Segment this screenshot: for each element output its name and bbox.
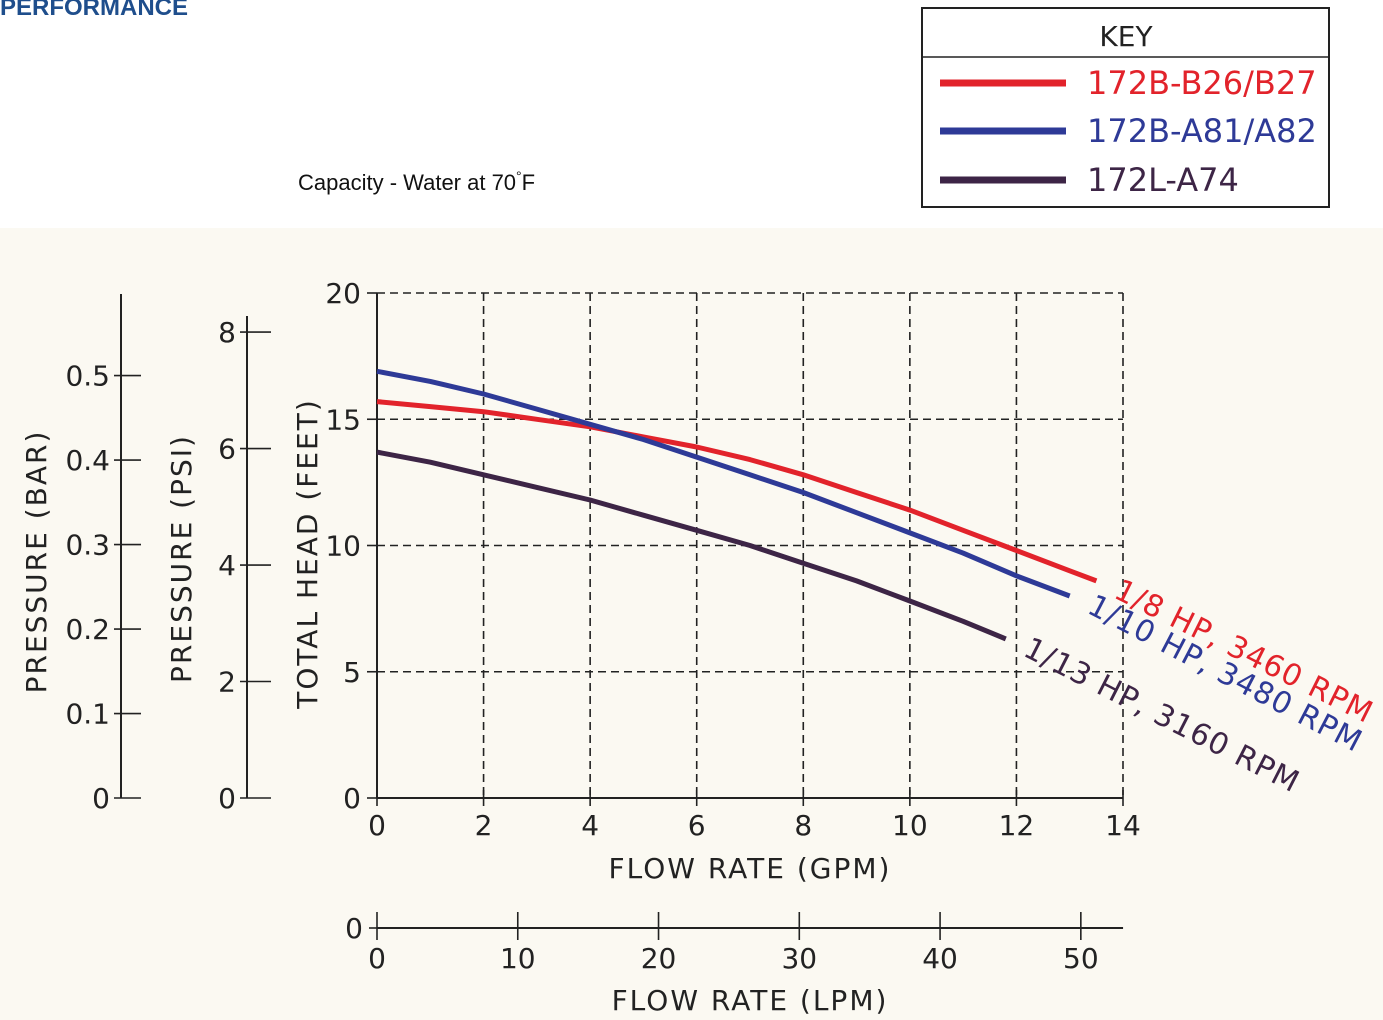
bar-tick-label: 0.1 [65,698,110,731]
page-heading: PERFORMANCE [0,0,189,21]
bar-tick-label: 0 [92,782,110,815]
curve-2 [376,449,1007,642]
grid [377,292,1124,798]
bar-tick-label: 0.3 [65,529,110,562]
lpm-origin-label: 0 [345,912,363,945]
x-tick-label: 14 [1105,809,1141,842]
capacity-unit: F [521,170,536,195]
legend-title: KEY [1099,20,1153,53]
legend-entries: 172B-B26/B27 172B-A81/A82 172L-A74 [940,64,1317,199]
lpm-tick-label: 20 [641,942,677,975]
x-axis-label: FLOW RATE (GPM) [609,852,892,885]
lpm-tick-label: 30 [781,942,817,975]
capacity-title-text: Capacity - Water at 70 [298,170,517,195]
psi-axis-label: PRESSURE (PSI) [165,434,198,683]
bar-tick-label: 0.2 [65,613,110,646]
y-axis-label: TOTAL HEAD (FEET) [291,398,324,710]
legend-label-2: 172L-A74 [1087,161,1239,199]
x-tick-label: 0 [368,809,386,842]
degree-symbol: ° [516,168,522,184]
lpm-tick-label: 10 [500,942,536,975]
x-tick-label: 2 [475,809,493,842]
chart-area: 0 2 4 6 8 10 12 14 FLOW RATE (GPM) 0 5 10 15 20 TOTAL … [0,228,1383,1020]
psi-tick-label: 0 [218,782,236,815]
y-tick-label: 5 [343,656,361,689]
legend-box [921,7,1330,208]
psi-tick-label: 4 [218,549,236,582]
x-tick-label: 4 [581,809,599,842]
curve-1 [376,368,1071,599]
legend-label-1: 172B-A81/A82 [1087,112,1317,150]
x-tick-label: 12 [999,809,1035,842]
y-tick-label: 15 [325,403,361,436]
bar-axis-label: PRESSURE (BAR) [20,430,53,694]
y-tick-label: 20 [325,277,361,310]
lpm-tick-label: 40 [922,942,958,975]
y-tick-label: 10 [325,530,361,563]
x-tick-label: 10 [892,809,928,842]
x-tick-label: 6 [688,809,706,842]
curves [376,368,1098,642]
x-tick-label: 8 [794,809,812,842]
lpm-axis-label: FLOW RATE (LPM) [612,984,889,1017]
curve-0 [376,399,1098,584]
psi-tick-label: 2 [218,666,236,699]
capacity-title: Capacity - Water at 70°F [298,168,536,196]
psi-tick-label: 8 [218,316,236,349]
lpm-tick-label: 50 [1063,942,1099,975]
chart-legend: KEY 172B-B26/B27 172B-A81/A82 172L-A74 [921,7,1330,208]
bar-tick-label: 0.4 [65,444,110,477]
legend-label-0: 172B-B26/B27 [1087,64,1317,102]
lpm-tick-label: 0 [368,942,386,975]
y-tick-label: 0 [343,782,361,815]
bar-tick-label: 0.5 [65,360,110,393]
psi-tick-label: 6 [218,433,236,466]
